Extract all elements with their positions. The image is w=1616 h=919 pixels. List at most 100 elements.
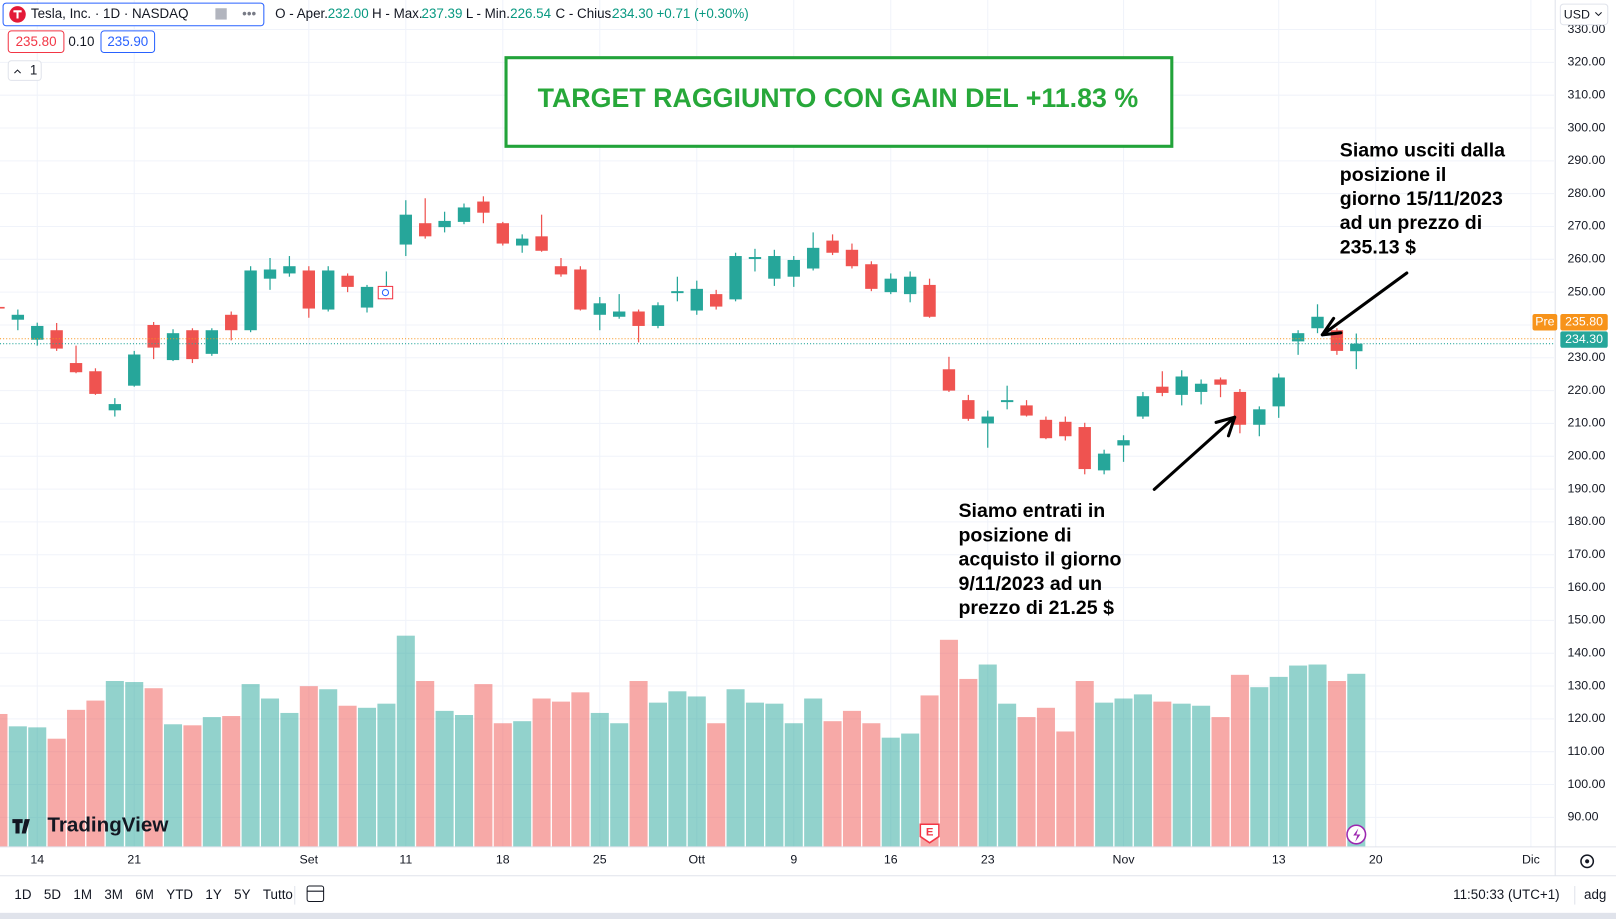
clock: 11:50:33 (UTC+1) [1453, 887, 1559, 902]
x-tick-label: Set [300, 853, 319, 867]
volume-bar [105, 681, 124, 847]
settings-icon[interactable] [1580, 854, 1595, 869]
candle-body [903, 276, 917, 295]
y-tick-label: 320.00 [1568, 55, 1606, 69]
price-tag [1560, 331, 1608, 348]
range-button[interactable]: 1D [14, 887, 31, 902]
x-tick-label: Ott [689, 853, 706, 867]
more[interactable]: ••• [242, 6, 256, 21]
annotation-line: acquisto il giorno [958, 549, 1121, 571]
y-tick-label: 310.00 [1568, 87, 1606, 101]
volume-bar [842, 710, 861, 847]
y-tick-label: 250.00 [1568, 284, 1606, 298]
y-tick-label: 100.00 [1568, 777, 1606, 791]
volume-bar [571, 692, 590, 847]
volume-bar [745, 702, 764, 847]
volume-bar [474, 684, 493, 847]
candle-body [1156, 386, 1169, 393]
earnings-marker-shape[interactable] [919, 823, 940, 844]
candle-body [787, 259, 800, 277]
volume-bar [1095, 702, 1114, 847]
volume-bar [998, 703, 1017, 847]
volume-bar [1056, 731, 1075, 847]
range-button[interactable]: 1M [73, 887, 92, 902]
y-tick-label: 210.00 [1568, 416, 1606, 430]
volume-bar [532, 698, 551, 847]
volume-bar [1017, 717, 1036, 847]
y-tick-label: 150.00 [1568, 613, 1606, 627]
close-value: 234.30 [612, 6, 653, 21]
buy-button[interactable] [100, 30, 156, 54]
flag-icon[interactable] [215, 8, 227, 20]
currency-button[interactable] [1559, 3, 1609, 26]
change: +0.71 (+0.30%) [657, 6, 749, 21]
volume-bar [125, 682, 144, 847]
symbol-box[interactable] [2, 2, 265, 27]
low-value: 226.54 [510, 6, 551, 21]
range-button[interactable]: YTD [166, 887, 193, 902]
indicators-toggle[interactable] [7, 60, 42, 81]
candle-body [147, 324, 160, 348]
volume-bar [823, 721, 842, 847]
candle-body [205, 330, 219, 354]
high-value: 237.39 [422, 6, 463, 21]
candle-body [322, 270, 335, 310]
volume-bar [1308, 664, 1327, 847]
x-tick-label: 14 [30, 853, 44, 867]
y-tick-label: 160.00 [1568, 580, 1606, 594]
x-tick-label: 9 [790, 853, 797, 867]
sell-button[interactable] [7, 30, 65, 54]
price-tag-label-box [1532, 314, 1558, 331]
candle-body [419, 223, 432, 237]
range-button[interactable]: 6M [135, 887, 154, 902]
dividend-glyph [381, 288, 390, 297]
candle-body [1136, 396, 1150, 417]
x-tick-label: 18 [496, 853, 510, 867]
range-button[interactable]: Tutto [263, 887, 293, 902]
candle-body [709, 294, 723, 307]
currency: USD [1564, 8, 1590, 22]
range-button[interactable]: 3M [104, 887, 123, 902]
range-button[interactable]: 5D [44, 887, 61, 902]
dividend-marker[interactable] [377, 285, 394, 300]
low-label: L - Min. [466, 6, 510, 21]
volume-bar [648, 702, 667, 847]
exit-arrow [1320, 271, 1409, 337]
candle-body [671, 291, 684, 294]
annotation-line: 9/11/2023 ad un [958, 573, 1102, 595]
spread: 0.10 [68, 34, 94, 49]
y-tick-label: 130.00 [1568, 678, 1606, 692]
entry-arrow [1152, 415, 1237, 491]
volume-bar [261, 698, 280, 847]
candle-body [826, 240, 839, 253]
volume-bar [687, 696, 706, 847]
scale-mode[interactable]: adg [1584, 887, 1606, 902]
volume-bar [513, 721, 532, 847]
date-range-icon[interactable] [306, 885, 325, 903]
volume-bar [629, 681, 648, 847]
volume-bar [881, 737, 900, 847]
arrows [1152, 271, 1409, 491]
chart-title: TARGET RAGGIUNTO CON GAIN DEL +11.83 % [538, 83, 1139, 113]
candle-body [729, 256, 742, 300]
volume-bar [396, 635, 415, 847]
x-tick-label: 16 [884, 853, 898, 867]
volume-bar [493, 723, 512, 847]
candle-body [981, 416, 994, 424]
annotation-line: giorno 15/11/2023 [1340, 188, 1503, 210]
candle-body [516, 238, 529, 246]
candle-body [1097, 453, 1111, 471]
volume-bar [1172, 703, 1191, 847]
open-label: O - Aper. [275, 6, 328, 21]
logo-mark [12, 819, 30, 834]
x-tick-label: Nov [1113, 853, 1136, 867]
annotation-line: ad un prezzo di [1340, 212, 1482, 234]
annotation-line: Siamo entrati in [958, 500, 1105, 522]
range-button[interactable]: 5Y [234, 887, 250, 902]
y-tick-label: 280.00 [1568, 186, 1606, 200]
price-tag-value: 235.80 [1565, 315, 1603, 329]
range-button[interactable]: 1Y [205, 887, 221, 902]
candle-body [574, 269, 587, 310]
bottom-edge [0, 912, 1616, 919]
